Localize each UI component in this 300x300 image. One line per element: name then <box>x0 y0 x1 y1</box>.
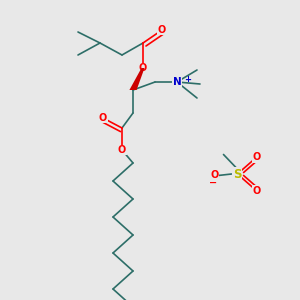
Polygon shape <box>129 68 145 90</box>
Text: O: O <box>210 170 219 181</box>
Text: N: N <box>172 77 182 87</box>
Text: O: O <box>252 152 261 163</box>
Text: O: O <box>158 25 166 35</box>
Text: O: O <box>139 63 147 73</box>
Text: +: + <box>184 74 191 83</box>
Text: O: O <box>252 185 261 196</box>
Text: O: O <box>118 145 126 155</box>
Text: O: O <box>99 113 107 123</box>
Text: S: S <box>233 167 241 181</box>
Text: −: − <box>209 178 217 188</box>
